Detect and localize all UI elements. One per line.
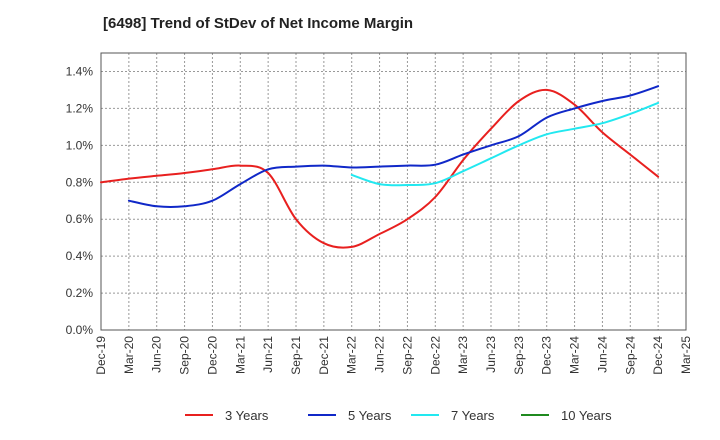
y-tick-label: 0.8% [66, 175, 94, 189]
x-tick-label: Mar-25 [679, 336, 693, 374]
legend-item-5-years: 5 Years [308, 408, 392, 423]
y-tick-label: 0.2% [66, 286, 94, 300]
x-tick-label: Dec-21 [317, 336, 331, 375]
x-tick-label: Dec-20 [205, 336, 219, 375]
series-line-7-years [350, 101, 660, 187]
x-tick-label: Dec-23 [540, 336, 554, 375]
legend-item-10-years: 10 Years [521, 408, 612, 423]
y-tick-label: 0.4% [66, 249, 94, 263]
x-tick-label: Jun-24 [595, 336, 609, 373]
y-tick-label: 1.4% [66, 64, 94, 78]
legend-label: 3 Years [225, 408, 269, 423]
legend-label: 5 Years [348, 408, 392, 423]
x-tick-label: Jun-21 [261, 336, 275, 373]
y-axis: 0.0% 0.2% 0.4% 0.6% 0.8% 1.0% 1.2% 1.4% [66, 64, 94, 337]
x-tick-label: Mar-23 [456, 336, 470, 374]
grid [100, 52, 687, 331]
x-tick-label: Sep-22 [400, 336, 414, 375]
plot-area [100, 52, 687, 331]
x-tick-label: Mar-24 [568, 336, 582, 374]
y-tick-label: 1.2% [66, 101, 94, 115]
x-tick-label: Sep-23 [512, 336, 526, 375]
x-axis: Dec-19 Mar-20 Jun-20 Sep-20 Dec-20 Mar-21 Jun-… [94, 336, 693, 375]
legend-label: 7 Years [451, 408, 495, 423]
series-line-3-years [100, 88, 660, 249]
x-tick-label: Mar-20 [122, 336, 136, 374]
x-tick-label: Jun-22 [373, 336, 387, 373]
plot-border [100, 52, 687, 331]
x-tick-label: Dec-22 [428, 336, 442, 375]
series-line-5-years [127, 85, 660, 208]
y-tick-label: 0.0% [66, 323, 94, 337]
legend-item-7-years: 7 Years [411, 408, 495, 423]
x-tick-label: Dec-24 [651, 336, 665, 375]
x-tick-label: Sep-21 [289, 336, 303, 375]
legend-item-3-years: 3 Years [185, 408, 269, 423]
x-tick-label: Sep-20 [178, 336, 192, 375]
series-lines [100, 85, 660, 249]
x-tick-label: Sep-24 [623, 336, 637, 375]
x-tick-label: Mar-21 [233, 336, 247, 374]
x-tick-label: Jun-20 [150, 336, 164, 373]
y-tick-label: 1.0% [66, 138, 94, 152]
chart-title: [6498] Trend of StDev of Net Income Marg… [103, 15, 413, 32]
x-tick-label: Dec-19 [94, 336, 108, 375]
x-tick-label: Mar-22 [345, 336, 359, 374]
x-tick-label: Jun-23 [484, 336, 498, 373]
y-tick-label: 0.6% [66, 212, 94, 226]
legend-label: 10 Years [561, 408, 612, 423]
legend: 3 Years 5 Years 7 Years 10 Years [185, 408, 612, 423]
